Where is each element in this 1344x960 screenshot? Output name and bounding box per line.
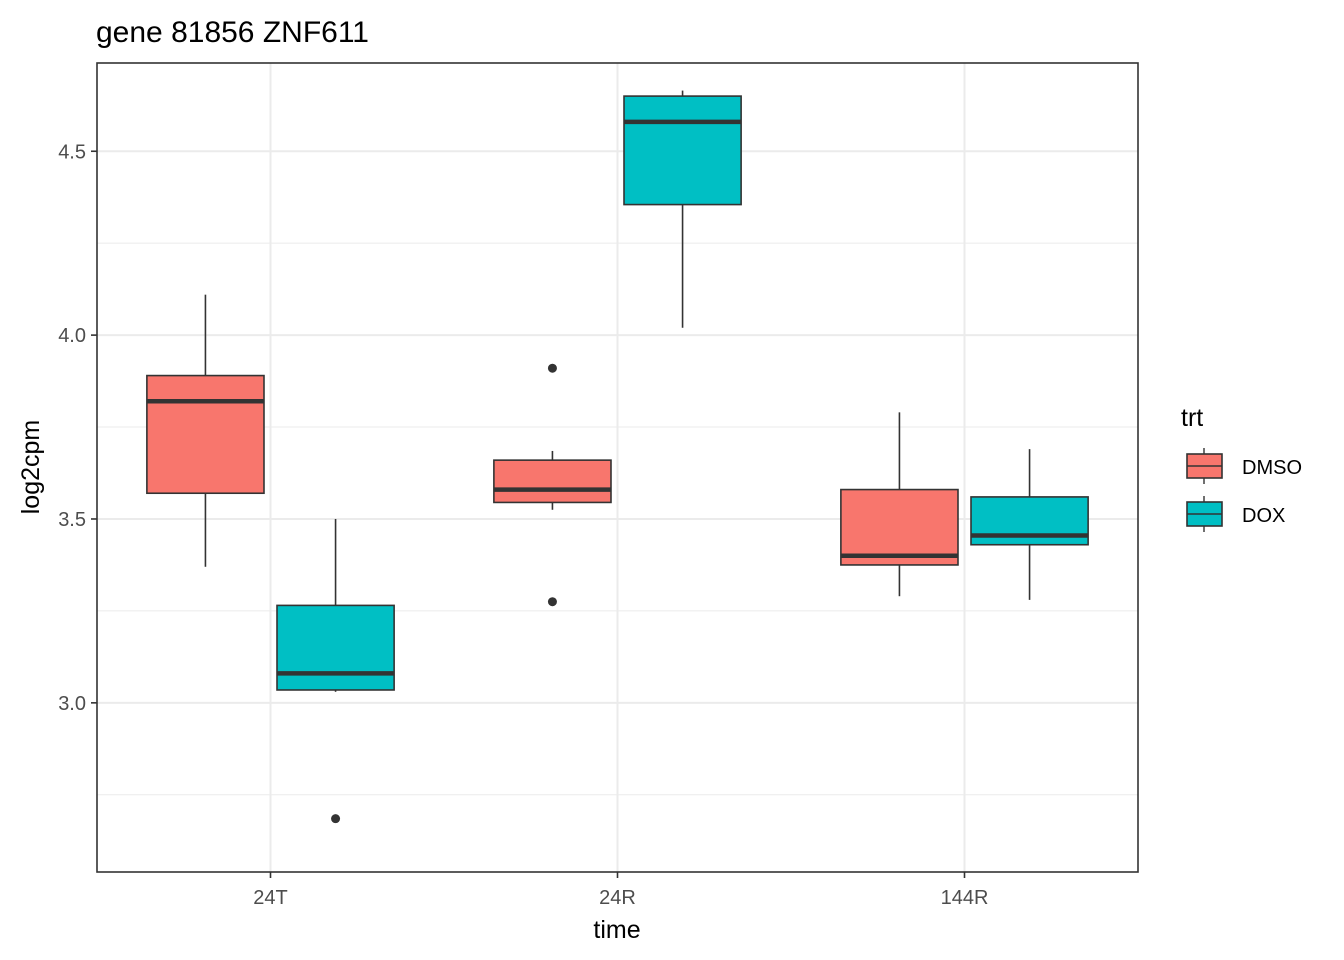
legend-title: trt: [1181, 404, 1203, 432]
legend-label: DMSO: [1242, 457, 1302, 479]
box-dmso-144r: [840, 412, 959, 597]
box-iqr: [840, 488, 959, 566]
box-dox-24t: [276, 518, 395, 824]
y-tick-label: 3.0: [58, 693, 86, 715]
major-gridlines: [97, 63, 1138, 872]
box-layer: [146, 90, 1089, 824]
legend-entry-dox: DOX: [1186, 496, 1285, 532]
box-iqr: [276, 604, 395, 691]
x-tick-label: 24T: [253, 887, 287, 909]
x-tick-label: 144R: [941, 887, 989, 909]
x-axis-title: time: [593, 916, 640, 944]
box-dmso-24t: [146, 294, 265, 567]
legend-entry-dmso: DMSO: [1186, 448, 1302, 484]
box-dmso-24r: [493, 363, 612, 607]
legend: trt DMSO DOX: [1181, 404, 1302, 532]
box-iqr: [146, 374, 265, 495]
box-dox-24r: [623, 90, 742, 328]
x-axis: 24T 24R 144R: [253, 872, 988, 909]
box-iqr: [493, 459, 612, 504]
x-tick-label: 24R: [599, 887, 636, 909]
y-tick-label: 4.0: [58, 325, 86, 347]
y-tick-label: 3.5: [58, 509, 86, 531]
outlier-point: [547, 363, 557, 373]
outlier-point: [331, 814, 341, 824]
box-iqr: [623, 95, 742, 206]
y-tick-label: 4.5: [58, 141, 86, 163]
box-dox-144r: [970, 449, 1089, 600]
y-axis: 3.0 3.5 4.0 4.5: [58, 141, 97, 715]
legend-label: DOX: [1242, 505, 1285, 527]
chart-title: gene 81856 ZNF611: [96, 16, 369, 49]
y-axis-title: log2cpm: [17, 420, 45, 515]
outlier-point: [547, 597, 557, 607]
